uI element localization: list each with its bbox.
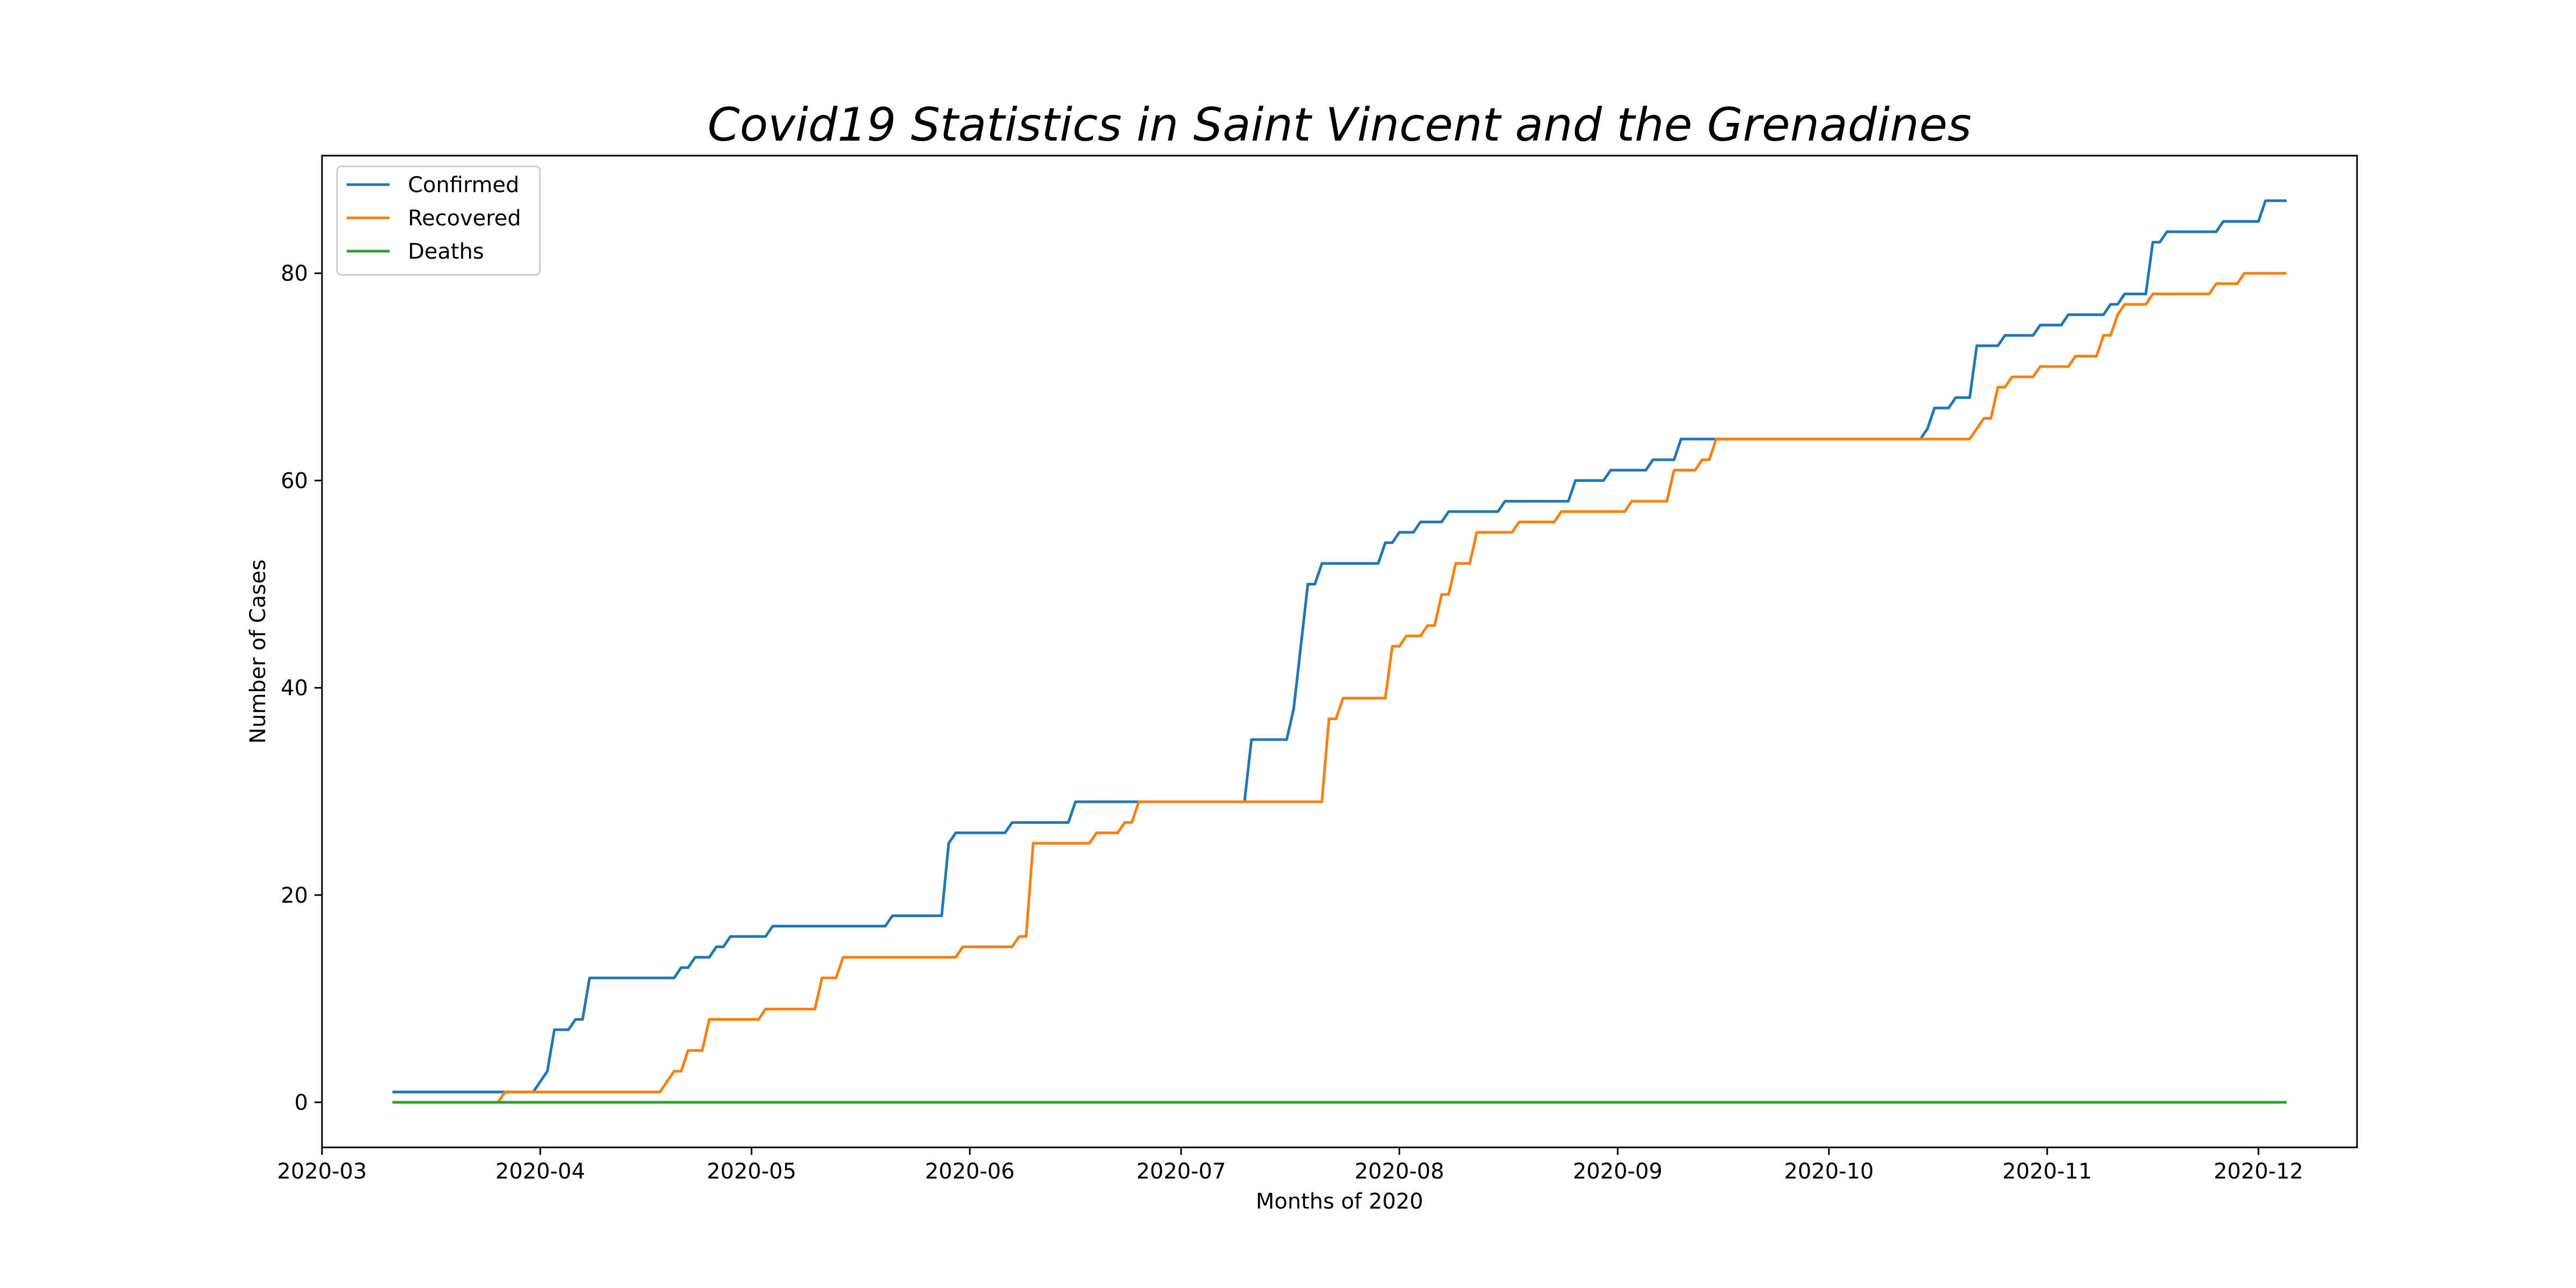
y-tick-label: 40 <box>281 676 308 701</box>
x-tick-label: 2020-04 <box>495 1159 585 1184</box>
chart-title: Covid19 Statistics in Saint Vincent and … <box>707 98 1971 152</box>
y-axis-label: Number of Cases <box>246 559 270 743</box>
x-tick-label: 2020-07 <box>1136 1159 1226 1184</box>
x-tick-label: 2020-12 <box>2214 1159 2303 1184</box>
y-tick-label: 80 <box>281 261 308 286</box>
x-tick-label: 2020-05 <box>707 1159 796 1184</box>
legend-label-recovered: Recovered <box>408 206 521 231</box>
x-tick-label: 2020-09 <box>1573 1159 1663 1184</box>
x-tick-label: 2020-08 <box>1355 1159 1444 1184</box>
plot-frame <box>321 155 2358 1148</box>
x-axis-label: Months of 2020 <box>1256 1189 1423 1214</box>
x-tick-label: 2020-10 <box>1784 1159 1874 1184</box>
legend-label-deaths: Deaths <box>408 239 484 264</box>
y-axis-ticks: 0 20 40 60 80 <box>281 261 322 1115</box>
x-tick-label: 2020-11 <box>2002 1159 2092 1184</box>
x-tick-label: 2020-03 <box>277 1159 367 1184</box>
x-axis-ticks: 2020-03 2020-04 2020-05 2020-06 2020-07 2020-… <box>277 1147 2303 1184</box>
x-tick-label: 2020-06 <box>925 1159 1015 1184</box>
legend-box <box>336 165 541 276</box>
legend-label-confirmed: Confirmed <box>408 173 519 197</box>
legend: Confirmed Recovered Deaths <box>336 165 541 276</box>
y-tick-label: 20 <box>281 883 308 908</box>
series-line-recovered <box>392 272 2287 1104</box>
series-lines <box>392 199 2287 1104</box>
y-tick-label: 60 <box>281 469 308 493</box>
series-line-confirmed <box>392 199 2287 1094</box>
y-tick-label: 0 <box>295 1091 308 1115</box>
